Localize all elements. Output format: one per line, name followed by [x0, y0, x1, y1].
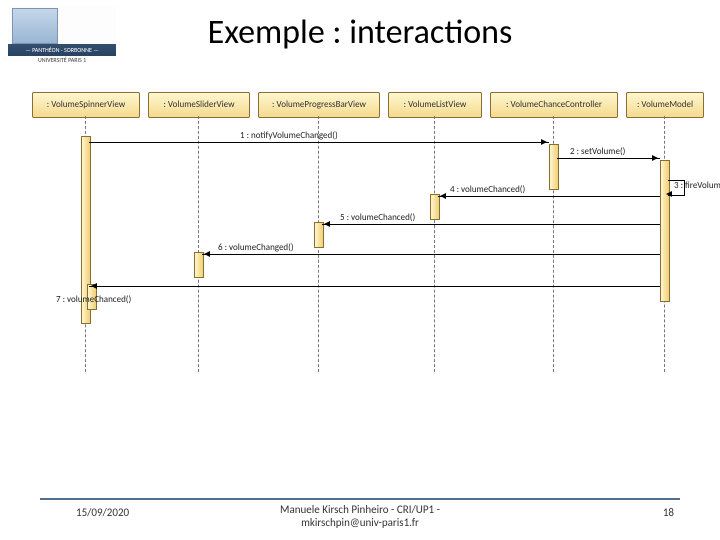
msg-arrow-4 — [438, 196, 660, 197]
footer-page-number: 18 — [663, 506, 674, 519]
lane-head-ctrl: : VolumeChanceController — [490, 92, 618, 118]
logo-subtitle: UNIVERSITÉ PARIS 1 — [8, 56, 116, 64]
lane-head-slider: : VolumeSliderView — [148, 92, 250, 118]
footer-rule — [40, 498, 680, 500]
msg-label-7: 7 : volumeChanced() — [56, 294, 131, 305]
lifeline-slider — [198, 116, 199, 372]
msg-arrow-5 — [322, 224, 660, 225]
lane-head-model: : VolumeModel — [626, 92, 704, 118]
lifeline-list — [434, 116, 435, 372]
msg-arrow-1 — [89, 142, 549, 143]
msg-arrow-7 — [89, 286, 660, 287]
lane-head-progress: : VolumeProgressBarView — [258, 92, 380, 118]
activation-ctrl-1 — [549, 144, 559, 190]
msg-arrow-6 — [202, 254, 660, 255]
lane-head-list: : VolumeListView — [388, 92, 482, 118]
footer-credit: Manuele Kirsch Pinheiro - CRI/UP1 - mkir… — [0, 503, 720, 529]
footer-credit-line1: Manuele Kirsch Pinheiro - CRI/UP1 - — [280, 503, 440, 516]
msg-label-4: 4 : volumeChanced() — [450, 184, 525, 195]
msg-label-5: 5 : volumeChanced() — [340, 212, 415, 223]
sequence-diagram: : VolumeSpinnerView : VolumeSliderView : V… — [20, 92, 710, 372]
msg-label-1: 1 : notifyVolumeChanged() — [240, 130, 338, 141]
msg-label-2: 2 : setVolume() — [570, 146, 625, 157]
msg-arrow-2 — [557, 158, 660, 159]
footer-credit-line2: mkirschpin@univ-paris1.fr — [301, 516, 419, 529]
msg-label-6: 6 : volumeChanged() — [218, 242, 294, 253]
slide-title: Exemple : interactions — [0, 12, 720, 53]
lane-head-spinner: : VolumeSpinnerView — [32, 92, 140, 118]
